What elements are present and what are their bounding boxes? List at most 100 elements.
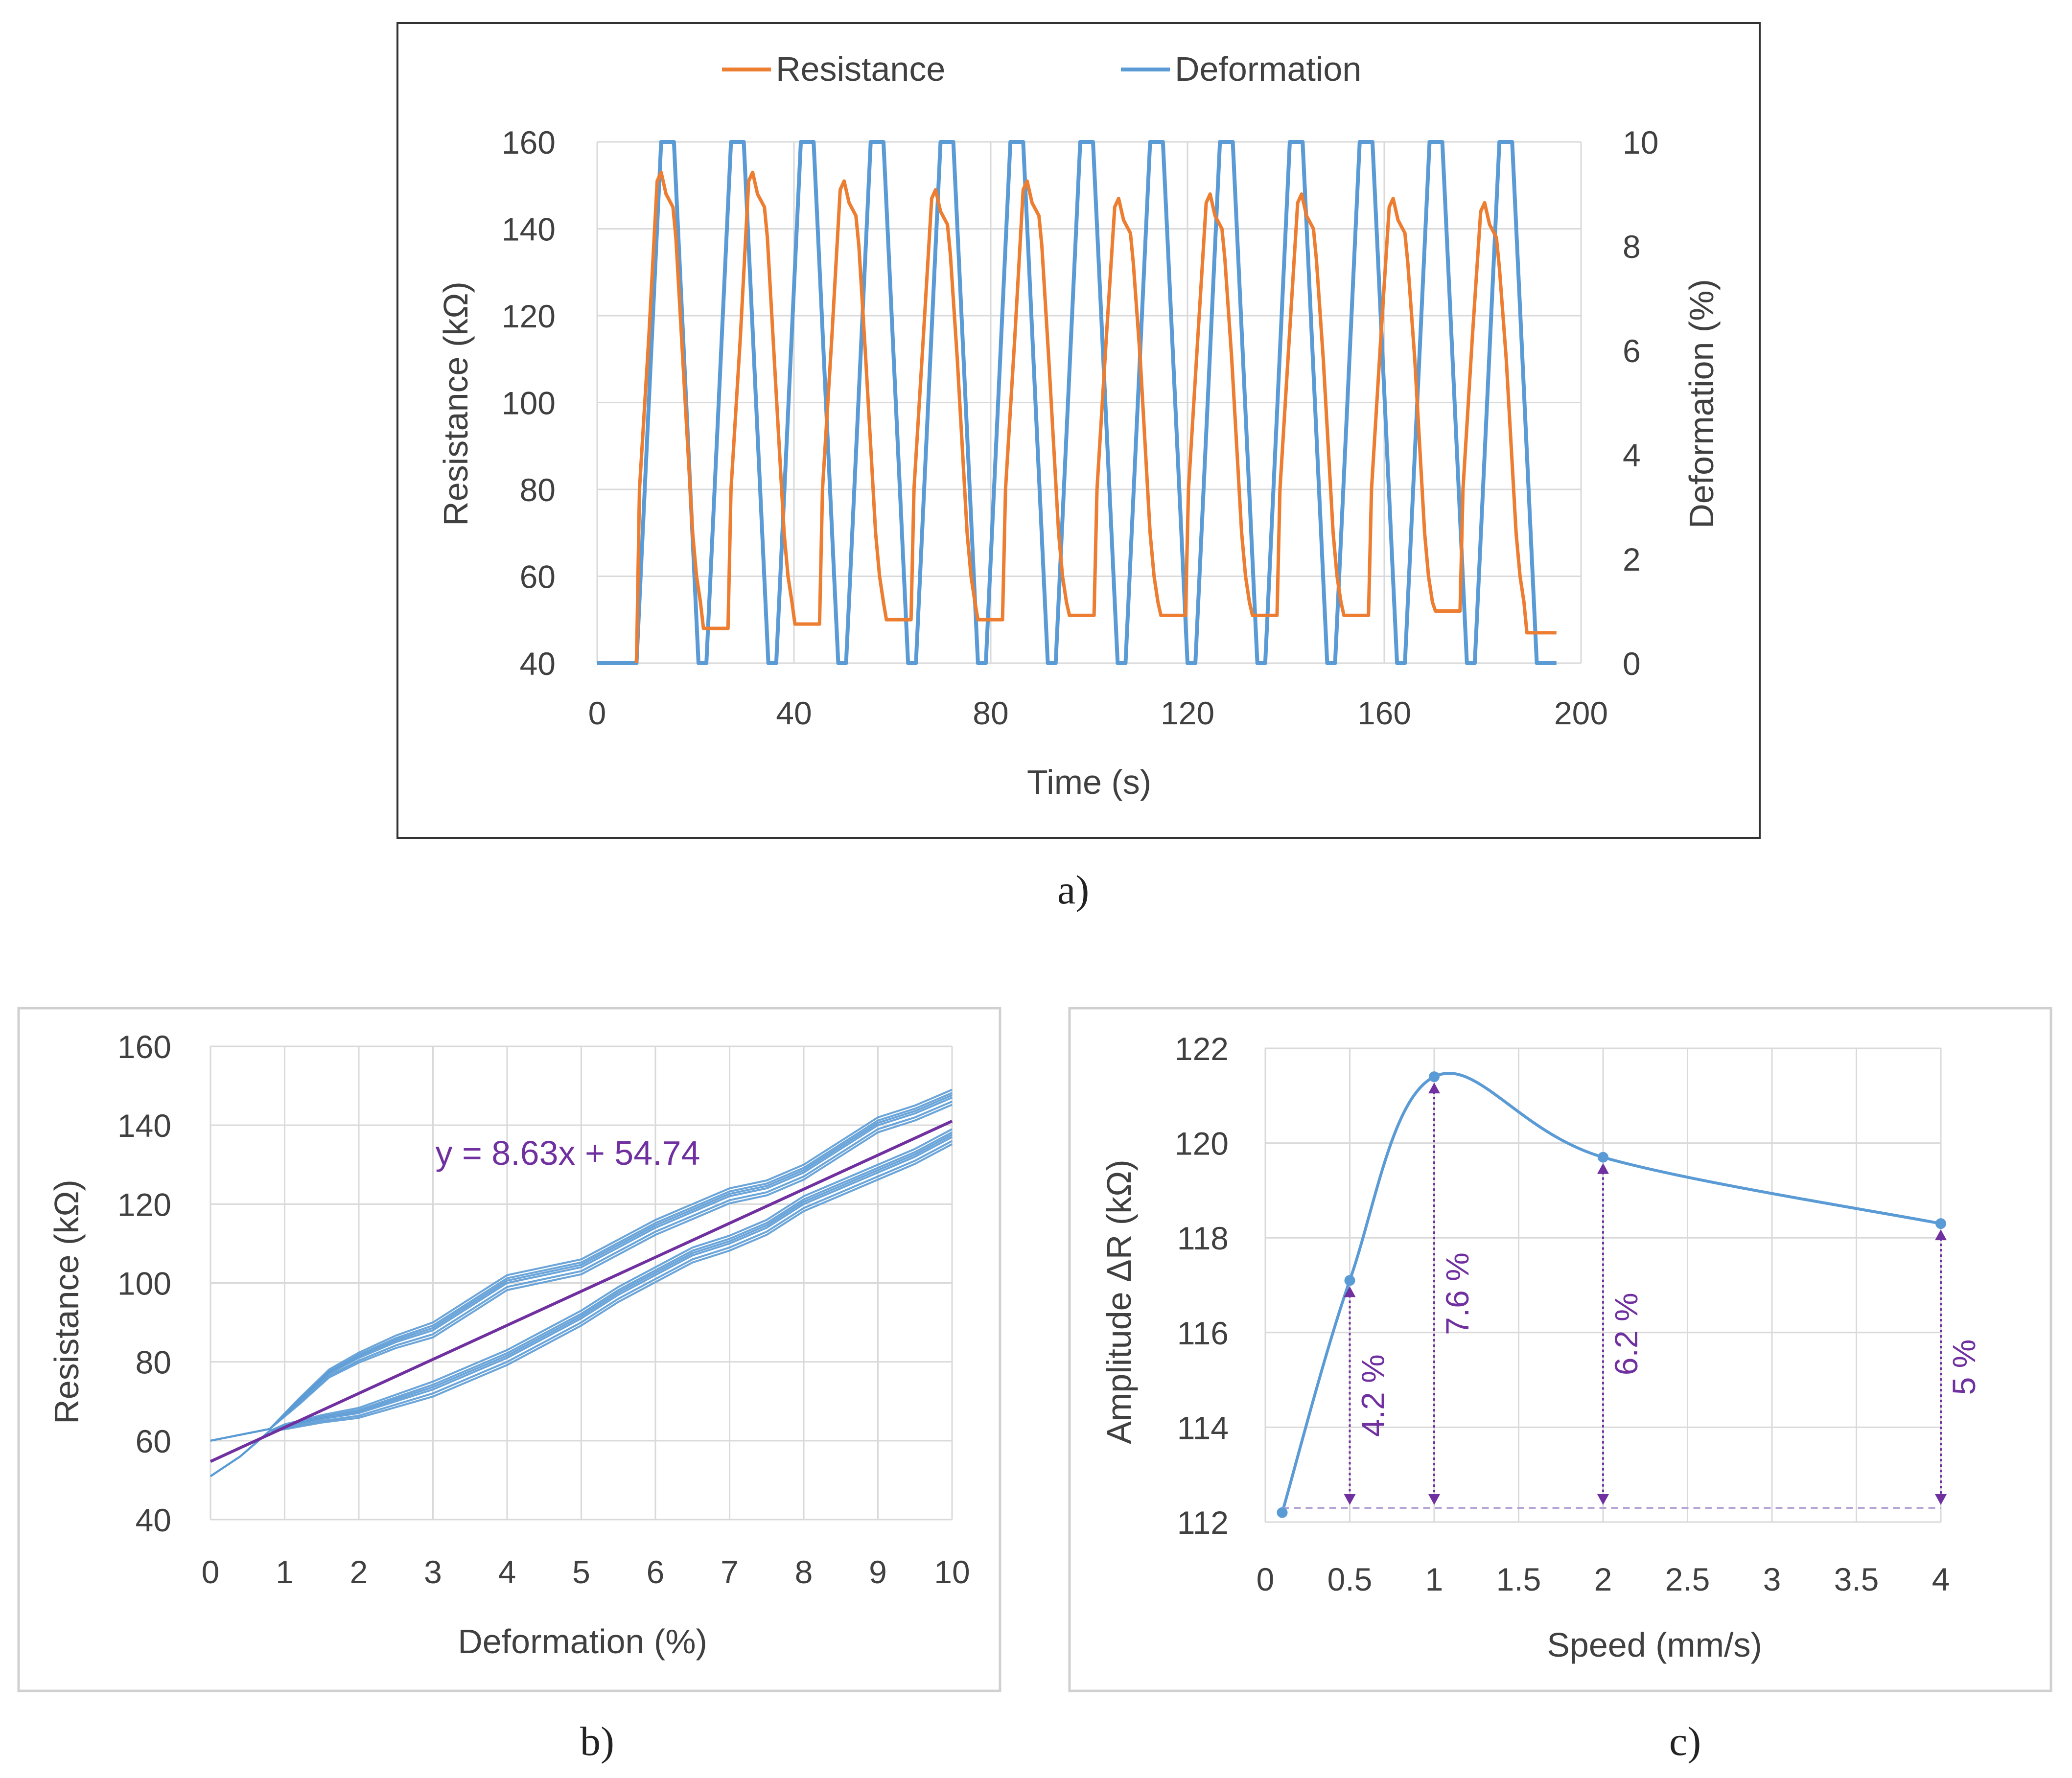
- chart-b-ylabel: Resistance (kΩ): [47, 1179, 86, 1424]
- chart-b-xtick-label: 2: [350, 1554, 368, 1590]
- chart-c-annotation-label: 7.6 %: [1439, 1252, 1475, 1335]
- chart-a-ytick-left-label: 40: [520, 646, 556, 682]
- chart-b-loading-cycle-line: [210, 1092, 953, 1442]
- chart-b-unloading-cycle-line: [210, 1143, 953, 1478]
- chart-a-legend: Resistance Deformation: [722, 50, 1361, 88]
- chart-c-xtick-label: 2.5: [1665, 1561, 1710, 1597]
- chart-b-ytick-label: 40: [136, 1502, 171, 1538]
- chart-a-ytick-right-label: 6: [1623, 333, 1641, 369]
- chart-c-frame: [1068, 1007, 2052, 1692]
- chart-b-xtick-label: 8: [795, 1554, 813, 1590]
- chart-a-ytick-left-label: 160: [502, 124, 556, 161]
- legend-resistance-label: Resistance: [776, 50, 945, 88]
- chart-a-xtick-label: 120: [1161, 695, 1214, 731]
- panel-label-b: b): [580, 1719, 614, 1764]
- chart-b-xtick-label: 3: [424, 1554, 442, 1590]
- chart-c-amplitude-line: [1280, 1072, 1941, 1513]
- chart-c-annotation-arrowhead-up: [1344, 1286, 1356, 1297]
- chart-c-data-point: [1344, 1275, 1355, 1286]
- chart-b-ytick-label: 140: [117, 1108, 171, 1144]
- chart-b-ytick-label: 160: [117, 1029, 171, 1065]
- chart-b-xtick-label: 10: [934, 1554, 970, 1590]
- chart-c-annotation-label: 5 %: [1946, 1339, 1982, 1395]
- chart-c-xtick-label: 3: [1763, 1561, 1781, 1597]
- chart-a-xtick-label: 0: [588, 695, 606, 731]
- chart-c-xtick-label: 0: [1257, 1561, 1275, 1597]
- chart-b-loading-cycle-line: [210, 1104, 953, 1442]
- chart-a-ylabel-left: Resistance (kΩ): [437, 281, 475, 526]
- chart-b: 0 1 2 3 4 5 6 7 8 9 10 40 60 80 100 120 140 160 y = 8.63x…: [17, 1007, 1001, 1692]
- chart-a-deformation-line: [597, 140, 1557, 665]
- chart-b-ytick-label: 80: [136, 1344, 171, 1381]
- chart-a-xtick-label: 40: [776, 695, 812, 731]
- chart-a-ytick-left-label: 100: [502, 385, 556, 421]
- chart-c-ytick-label: 114: [1177, 1409, 1229, 1446]
- chart-b-loading-cycle-line: [210, 1096, 953, 1442]
- chart-c-data-point: [1429, 1071, 1440, 1083]
- chart-a-ytick-right-label: 2: [1623, 541, 1641, 577]
- chart-c: 4.2 % 7.6 % 6.2 % 5 % 0 0.5 1 1.5 2 2.5 3 3.5 4 112 1…: [1068, 1007, 2052, 1692]
- chart-b-ytick-label: 120: [117, 1186, 171, 1223]
- panel-label-a: a): [1057, 867, 1090, 913]
- chart-c-data-point: [1935, 1218, 1946, 1229]
- chart-a-series: [597, 140, 1557, 665]
- chart-c-xlabel: Speed (mm/s): [1547, 1626, 1762, 1664]
- chart-b-xtick-label: 1: [276, 1554, 294, 1590]
- chart-c-ylabel: Amplitude ΔR (kΩ): [1100, 1159, 1138, 1444]
- chart-b-xtick-label: 0: [202, 1554, 220, 1590]
- chart-b-trendline-label: y = 8.63x + 54.74: [436, 1134, 700, 1172]
- chart-a-resistance-line: [634, 170, 1557, 664]
- chart-c-xtick-label: 3.5: [1834, 1561, 1879, 1597]
- chart-b-ytick-label: 100: [117, 1266, 171, 1302]
- chart-a-ytick-left-label: 140: [502, 211, 556, 248]
- chart-c-annotation-arrowhead-down: [1344, 1494, 1356, 1505]
- chart-a-ytick-right-label: 0: [1623, 646, 1641, 682]
- chart-a-grid: [596, 141, 1582, 664]
- legend-deformation-label: Deformation: [1175, 50, 1361, 88]
- chart-b-loading-cycle-line: [210, 1100, 953, 1442]
- chart-b-unloading-cycle-line: [210, 1133, 953, 1478]
- chart-c-annotation-arrowhead-up: [1428, 1083, 1440, 1094]
- chart-a-xtick-label: 80: [973, 695, 1008, 731]
- chart-b-xtick-label: 9: [869, 1554, 887, 1590]
- chart-a-xtick-label: 200: [1554, 695, 1608, 731]
- chart-c-annotation-label: 6.2 %: [1608, 1293, 1644, 1375]
- chart-b-ticks: 0 1 2 3 4 5 6 7 8 9 10 40 60 80 100 120 140 160: [117, 1029, 970, 1590]
- chart-a-xlabel: Time (s): [1027, 763, 1151, 801]
- chart-b-trendline: [210, 1120, 953, 1463]
- chart-c-xtick-label: 2: [1594, 1561, 1612, 1597]
- chart-a-xtick-label: 160: [1357, 695, 1411, 731]
- chart-b-xtick-label: 6: [647, 1554, 665, 1590]
- chart-b-xlabel: Deformation (%): [458, 1622, 707, 1661]
- chart-b-ytick-label: 60: [136, 1423, 171, 1459]
- chart-a-ticks: 0 40 80 120 160 200 40 60 80 100 120 140 160 0 2 4 6 8 10: [502, 124, 1659, 731]
- chart-c-ytick-label: 112: [1177, 1504, 1229, 1541]
- chart-a-ytick-left-label: 120: [502, 298, 556, 334]
- chart-c-ticks: 0 0.5 1 1.5 2 2.5 3 3.5 4 112 114 116 118 120 122: [1175, 1031, 1950, 1597]
- chart-a-ytick-left-label: 60: [520, 559, 556, 595]
- chart-c-annotation-arrowhead-down: [1597, 1494, 1609, 1505]
- chart-c-xtick-label: 1.5: [1496, 1561, 1541, 1597]
- chart-a: 0 40 80 120 160 2004060801001201401600246810 …: [396, 22, 1761, 839]
- chart-c-ytick-label: 122: [1175, 1031, 1229, 1067]
- chart-c-annotation-arrowhead-up: [1935, 1229, 1947, 1241]
- chart-b-loading-cycle-line: [210, 1088, 953, 1442]
- chart-c-series: 4.2 % 7.6 % 6.2 % 5 %: [1277, 1071, 1982, 1518]
- chart-b-xtick-label: 4: [498, 1554, 516, 1590]
- chart-c-ytick-label: 120: [1175, 1126, 1229, 1162]
- chart-b-unloading-cycle-line: [210, 1140, 953, 1478]
- chart-c-annotation-label: 4.2 %: [1355, 1354, 1391, 1437]
- chart-c-annotation-arrowhead-down: [1935, 1494, 1947, 1505]
- chart-c-xtick-label: 4: [1932, 1561, 1950, 1597]
- chart-c-xtick-label: 0.5: [1327, 1561, 1373, 1597]
- chart-b-xtick-label: 5: [572, 1554, 590, 1590]
- chart-a-ytick-right-label: 10: [1623, 124, 1658, 161]
- chart-c-annotation-arrowhead-down: [1428, 1494, 1440, 1505]
- chart-a-ylabel-right: Deformation (%): [1682, 279, 1721, 529]
- chart-c-xtick-label: 1: [1425, 1561, 1443, 1597]
- chart-b-grid: [210, 1045, 953, 1521]
- chart-c-data-point: [1598, 1152, 1608, 1163]
- chart-c-ytick-label: 118: [1177, 1220, 1229, 1256]
- chart-a-ytick-right-label: 4: [1623, 437, 1641, 473]
